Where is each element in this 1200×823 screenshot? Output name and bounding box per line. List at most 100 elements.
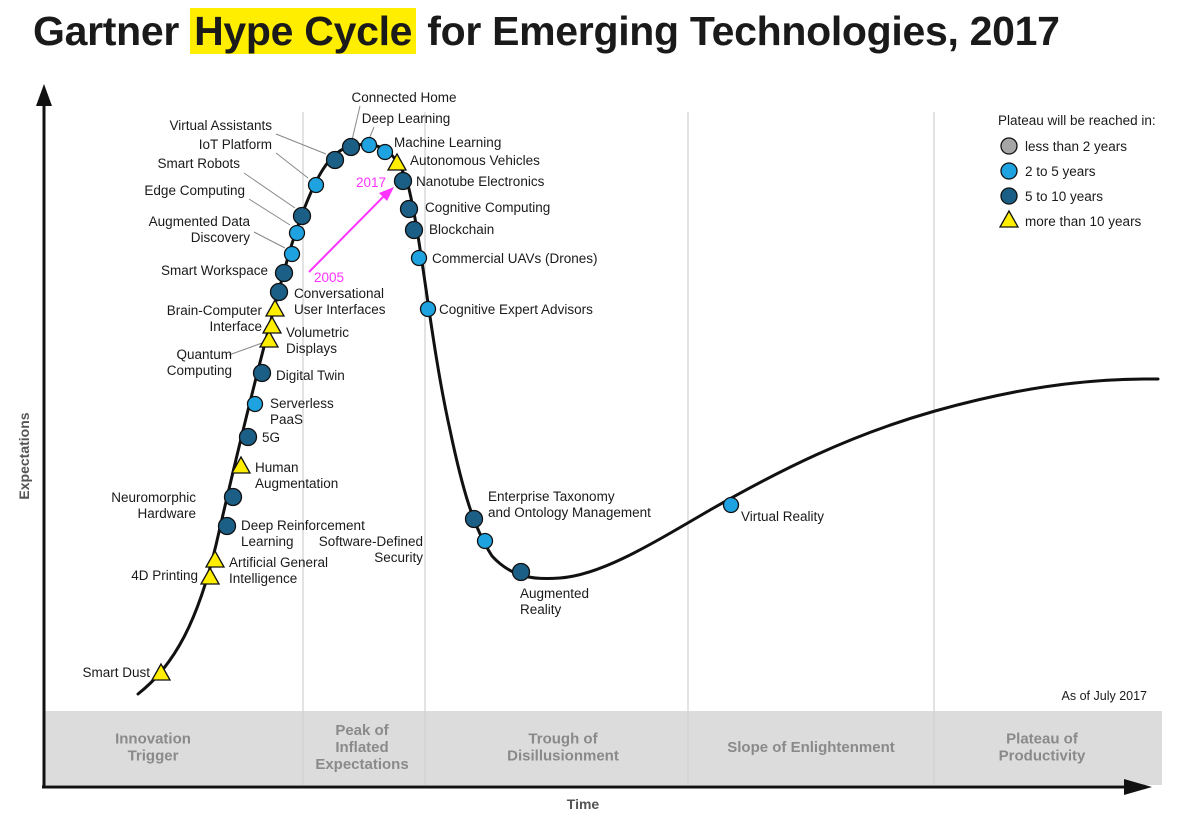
annotation-2005-label: 2005 <box>314 270 344 285</box>
5g-marker <box>238 427 258 447</box>
smart-dust-marker <box>150 662 172 681</box>
legend-title: Plateau will be reached in: <box>998 113 1156 128</box>
augmented-data-discovery-label: Augmented Data Discovery <box>149 214 251 245</box>
serverless-paas-marker <box>246 395 264 413</box>
movement-annotation: 2005 2017 <box>308 175 394 285</box>
phase-slope-of-enlightenment: Slope of Enlightenment <box>727 739 895 756</box>
hype-curve <box>136 142 1160 696</box>
nanotube-electronics-label: Nanotube Electronics <box>416 174 545 189</box>
edge-computing-label: Edge Computing <box>144 183 245 198</box>
cognitive-computing-marker <box>399 199 419 219</box>
x-axis <box>42 779 1152 795</box>
phase-peak-of-inflated-expectations: Peak of Inflated Expectations <box>315 722 408 773</box>
conversational-user-interfaces-marker <box>269 282 289 302</box>
neuromorphic-hardware-label: Neuromorphic Hardware <box>111 490 196 521</box>
commercial-uavs-drones-label: Commercial UAVs (Drones) <box>432 251 598 266</box>
as-of-note: As of July 2017 <box>1062 689 1148 703</box>
legend-less-than-2-years-label: less than 2 years <box>1025 139 1127 154</box>
augmented-reality-marker <box>511 562 531 582</box>
virtual-assistants-marker <box>325 150 345 170</box>
enterprise-taxonomy-and-ontology-management-marker <box>464 509 484 529</box>
virtual-reality-label: Virtual Reality <box>741 509 824 524</box>
cognitive-computing-label: Cognitive Computing <box>425 200 550 215</box>
phase-labels: Innovation Trigger Peak of Inflated Expectat… <box>115 722 1086 773</box>
smart-robots-marker <box>292 206 312 226</box>
label-leaders <box>228 105 375 356</box>
legend-2-to-5-years-label: 2 to 5 years <box>1025 164 1096 179</box>
iot-platform-marker <box>307 176 325 194</box>
connected-home-marker <box>341 137 361 157</box>
volumetric-displays-marker <box>261 315 283 334</box>
artificial-general-intelligence-marker <box>204 549 226 568</box>
4d-printing-marker <box>199 566 221 585</box>
conversational-user-interfaces-label: Conversational User Interfaces <box>294 286 386 317</box>
quantum-computing-label: Quantum Computing <box>167 347 232 378</box>
virtual-assistants-label: Virtual Assistants <box>169 118 272 133</box>
annotation-2017-label: 2017 <box>356 175 386 190</box>
connected-home-label: Connected Home <box>351 90 456 105</box>
neuromorphic-hardware-marker <box>223 487 243 507</box>
augmented-reality-label: Augmented Reality <box>520 586 589 617</box>
digital-twin-label: Digital Twin <box>276 368 345 383</box>
legend-5-to-10-years-label: 5 to 10 years <box>1025 189 1103 204</box>
smart-robots-label: Smart Robots <box>157 156 240 171</box>
legend-2-to-5-years-icon <box>1000 162 1018 180</box>
edge-computing-leader <box>248 198 291 226</box>
artificial-general-intelligence-label: Artificial General Intelligence <box>229 555 328 586</box>
volumetric-displays-label: Volumetric Displays <box>286 325 349 356</box>
deep-learning-label: Deep Learning <box>362 111 451 126</box>
y-axis-label: Expectations <box>16 412 32 499</box>
page-title: Gartner Hype Cycle for Emerging Technolo… <box>33 8 1060 55</box>
legend-5-to-10-years-icon <box>1000 187 1018 205</box>
legend-less-than-2-years-icon <box>1000 137 1018 155</box>
technology-labels: Smart Dust 4D Printing Artificial General I… <box>82 90 824 680</box>
brain-computer-interface-label: Brain-Computer Interface <box>167 303 263 334</box>
commercial-uavs-drones-marker <box>410 249 428 267</box>
smart-workspace-marker <box>274 263 294 283</box>
smart-workspace-label: Smart Workspace <box>161 263 268 278</box>
iot-platform-leader <box>275 152 309 179</box>
nanotube-electronics-marker <box>393 171 413 191</box>
title-highlight: Hype Cycle <box>190 8 417 54</box>
serverless-paas-label: Serverless PaaS <box>270 396 334 427</box>
machine-learning-label: Machine Learning <box>394 135 501 150</box>
deep-reinforcement-learning-label: Deep Reinforcement Learning <box>241 518 365 549</box>
phase-trough-of-disillusionment: Trough of Disillusionment <box>507 731 619 765</box>
cognitive-expert-advisors-label: Cognitive Expert Advisors <box>439 302 593 317</box>
autonomous-vehicles-marker <box>386 152 408 171</box>
iot-platform-label: IoT Platform <box>199 137 272 152</box>
x-axis-label: Time <box>567 796 600 812</box>
virtual-reality-marker <box>722 496 740 514</box>
software-defined-security-label: Software-Defined Security <box>319 534 424 565</box>
title-prefix: Gartner <box>33 8 191 54</box>
technology-markers <box>150 136 740 681</box>
enterprise-taxonomy-and-ontology-management-label: Enterprise Taxonomy and Ontology Manageme… <box>488 489 651 520</box>
deep-reinforcement-learning-marker <box>217 516 237 536</box>
phase-band <box>44 711 1162 785</box>
smart-dust-label: Smart Dust <box>82 665 150 680</box>
connected-home-leader <box>351 105 361 141</box>
autonomous-vehicles-label: Autonomous Vehicles <box>410 153 540 168</box>
legend-more-than-10-years-icon <box>998 209 1020 228</box>
phase-innovation-trigger: Innovation Trigger <box>115 731 191 765</box>
edge-computing-marker <box>288 224 306 242</box>
augmented-data-discovery-marker <box>283 245 301 263</box>
quantum-computing-leader <box>228 342 263 356</box>
virtual-assistants-leader <box>275 133 327 155</box>
augmented-data-discovery-leader <box>253 231 286 249</box>
smart-robots-leader <box>243 172 296 209</box>
quantum-computing-marker <box>258 329 280 348</box>
human-augmentation-label: Human Augmentation <box>255 460 338 491</box>
software-defined-security-marker <box>476 532 494 550</box>
legend-more-than-10-years-label: more than 10 years <box>1025 214 1142 229</box>
machine-learning-marker <box>376 143 394 161</box>
phase-plateau-of-productivity: Plateau of Productivity <box>999 731 1086 765</box>
human-augmentation-marker <box>230 455 252 474</box>
phase-dividers <box>302 112 935 785</box>
4d-printing-label: 4D Printing <box>131 568 198 583</box>
digital-twin-marker <box>252 363 272 383</box>
title-suffix: for Emerging Technologies, 2017 <box>416 8 1060 54</box>
deep-learning-marker <box>360 136 378 154</box>
5g-label: 5G <box>262 430 280 445</box>
